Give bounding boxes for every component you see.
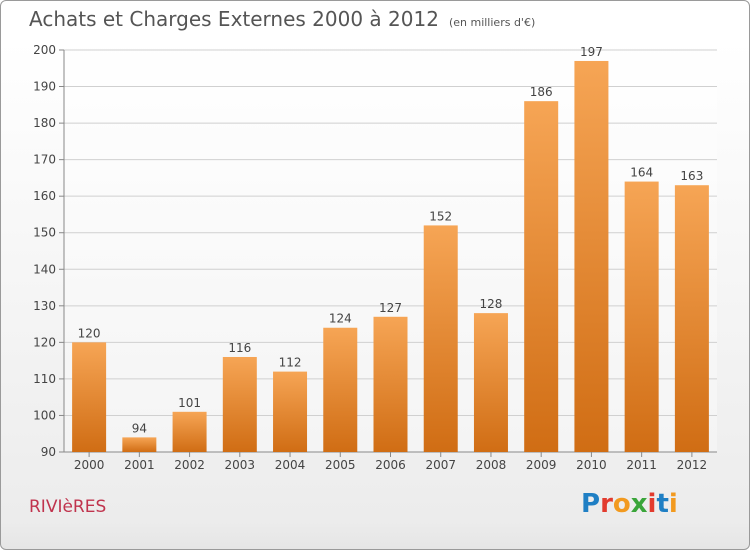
data-label: 127 xyxy=(379,301,402,315)
y-tick-label: 160 xyxy=(33,189,56,203)
data-label: 124 xyxy=(329,312,352,326)
logo-letter: r xyxy=(600,489,613,519)
data-label: 152 xyxy=(429,209,452,223)
y-tick-label: 180 xyxy=(33,116,56,130)
bar xyxy=(674,185,709,452)
x-tick-label: 2000 xyxy=(74,458,105,472)
data-label: 128 xyxy=(480,297,503,311)
city-name: RIVIèRES xyxy=(29,497,107,517)
y-tick-label: 100 xyxy=(33,408,56,422)
data-label: 164 xyxy=(630,166,653,180)
bar xyxy=(524,101,559,452)
x-tick-label: 2003 xyxy=(225,458,256,472)
bar xyxy=(323,327,358,452)
data-label: 101 xyxy=(178,396,201,410)
bar xyxy=(423,225,458,452)
x-tick-label: 2002 xyxy=(174,458,205,472)
x-tick-label: 2004 xyxy=(275,458,306,472)
logo-letter: o xyxy=(612,489,631,519)
x-tick-label: 2008 xyxy=(476,458,507,472)
bar xyxy=(222,356,257,452)
chart-title-text: Achats et Charges Externes 2000 à 2012 xyxy=(29,7,439,31)
logo-letter: P xyxy=(581,489,601,519)
data-label: 186 xyxy=(530,85,553,99)
data-label: 112 xyxy=(279,356,302,370)
y-tick-label: 140 xyxy=(33,262,56,276)
bar xyxy=(473,313,508,452)
bar xyxy=(574,60,609,453)
y-tick-label: 150 xyxy=(33,226,56,240)
data-label: 120 xyxy=(78,326,101,340)
bar xyxy=(624,181,659,452)
x-tick-label: 2001 xyxy=(124,458,155,472)
y-tick-label: 170 xyxy=(33,153,56,167)
bar xyxy=(373,316,408,452)
logo-letter: i xyxy=(647,489,657,519)
y-tick-label: 130 xyxy=(33,299,56,313)
x-tick-label: 2006 xyxy=(375,458,406,472)
bar xyxy=(273,371,308,452)
x-tick-label: 2005 xyxy=(325,458,356,472)
x-tick-label: 2010 xyxy=(576,458,607,472)
logo-letter: x xyxy=(630,489,648,519)
x-tick-label: 2011 xyxy=(626,458,657,472)
bar xyxy=(72,342,107,452)
proxiti-logo[interactable]: Proxiti xyxy=(581,489,678,519)
data-label: 197 xyxy=(580,45,603,59)
data-label: 94 xyxy=(132,421,147,435)
y-tick-label: 120 xyxy=(33,335,56,349)
chart-subtitle: (en milliers d'€) xyxy=(448,16,536,29)
data-label: 116 xyxy=(228,341,251,355)
y-tick-label: 110 xyxy=(33,372,56,386)
x-tick-label: 2012 xyxy=(677,458,708,472)
logo-letter: t xyxy=(656,489,669,519)
y-tick-label: 190 xyxy=(33,80,56,94)
bar xyxy=(122,437,157,452)
chart-title: Achats et Charges Externes 2000 à 2012 (e… xyxy=(29,7,535,31)
data-label: 163 xyxy=(680,169,703,183)
x-tick-label: 2007 xyxy=(425,458,456,472)
logo-letter: i xyxy=(668,489,678,519)
x-tick-label: 2009 xyxy=(526,458,557,472)
y-tick-label: 90 xyxy=(41,445,56,459)
y-tick-label: 200 xyxy=(33,43,56,57)
bar xyxy=(172,411,207,452)
